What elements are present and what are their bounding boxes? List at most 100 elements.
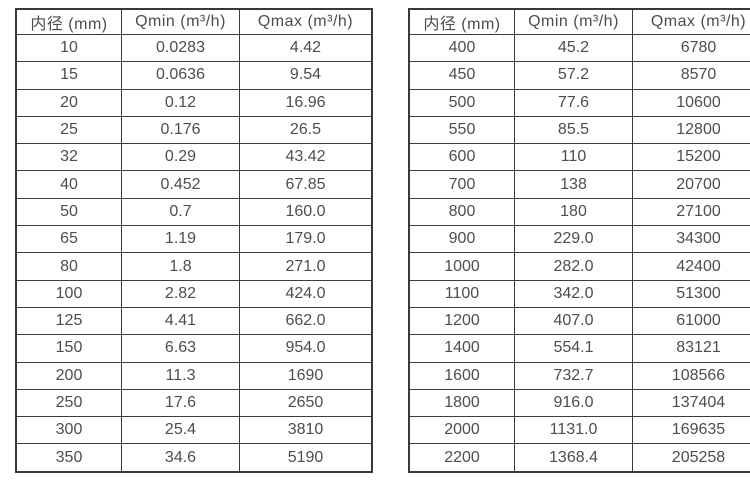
table-cell: 0.452: [121, 170, 240, 199]
column-header: Qmax (m³/h): [239, 8, 373, 35]
table-cell: 800: [408, 197, 515, 227]
table-cell: 200: [15, 361, 122, 390]
table-cell: 500: [408, 88, 515, 117]
table-cell: 342.0: [514, 279, 633, 308]
table-cell: 42400: [632, 252, 750, 281]
table-cell: 15: [15, 61, 122, 90]
table-cell: 40: [15, 170, 122, 199]
table-row: 250 17.6 2650: [15, 388, 373, 418]
column-header: Qmin (m³/h): [121, 8, 240, 35]
table-cell: 662.0: [239, 306, 373, 336]
table-row: 80 1.8 271.0: [15, 252, 373, 281]
table-cell: 67.85: [239, 170, 373, 199]
table-cell: 10600: [632, 88, 750, 117]
table-row: 550 85.5 12800: [408, 115, 750, 145]
table-row: 200 11.3 1690: [15, 361, 373, 390]
table-row: 1600 732.7 108566: [408, 361, 750, 390]
table-cell: 180: [514, 197, 633, 227]
table-row: 100 2.82 424.0: [15, 279, 373, 308]
table-cell: 1.19: [121, 225, 240, 254]
table-cell: 110: [514, 143, 633, 172]
table-cell: 1600: [408, 361, 515, 390]
table-cell: 400: [408, 33, 515, 63]
table-row: 125 4.41 662.0: [15, 306, 373, 336]
header-row: 内径 (mm) Qmin (m³/h) Qmax (m³/h): [408, 8, 750, 35]
table-cell: 2.82: [121, 279, 240, 308]
table-cell: 900: [408, 225, 515, 254]
table-cell: 100: [15, 279, 122, 308]
table-cell: 1100: [408, 279, 515, 308]
table-row: 600 110 15200: [408, 143, 750, 172]
table-cell: 10: [15, 33, 122, 63]
table-cell: 61000: [632, 306, 750, 336]
table-cell: 600: [408, 143, 515, 172]
column-header: Qmax (m³/h): [632, 8, 750, 35]
table-cell: 350: [15, 443, 122, 473]
table-cell: 2650: [239, 388, 373, 418]
table-cell: 25: [15, 115, 122, 145]
table-cell: 108566: [632, 361, 750, 390]
header-row: 内径 (mm) Qmin (m³/h) Qmax (m³/h): [15, 8, 373, 35]
table-row: 2000 1131.0 169635: [408, 416, 750, 445]
table-cell: 954.0: [239, 334, 373, 363]
table-cell: 2200: [408, 443, 515, 473]
table-cell: 17.6: [121, 388, 240, 418]
table-cell: 34.6: [121, 443, 240, 473]
table-cell: 25.4: [121, 416, 240, 445]
table-row: 20 0.12 16.96: [15, 88, 373, 117]
table-cell: 0.0636: [121, 61, 240, 90]
table-cell: 407.0: [514, 306, 633, 336]
table-cell: 3810: [239, 416, 373, 445]
table-cell: 32: [15, 143, 122, 172]
table-row: 25 0.176 26.5: [15, 115, 373, 145]
table-row: 450 57.2 8570: [408, 61, 750, 90]
table-cell: 0.176: [121, 115, 240, 145]
table-row: 800 180 27100: [408, 197, 750, 227]
table-cell: 26.5: [239, 115, 373, 145]
diameter-flow-table-large: 内径 (mm) Qmin (m³/h) Qmax (m³/h) 400 45.2 6780…: [408, 8, 750, 473]
table-cell: 20700: [632, 170, 750, 199]
table-row: 500 77.6 10600: [408, 88, 750, 117]
table-row: 1100 342.0 51300: [408, 279, 750, 308]
table-cell: 1200: [408, 306, 515, 336]
table-cell: 15200: [632, 143, 750, 172]
table-row: 1200 407.0 61000: [408, 306, 750, 336]
table-cell: 12800: [632, 115, 750, 145]
table-row: 15 0.0636 9.54: [15, 61, 373, 90]
table-cell: 11.3: [121, 361, 240, 390]
table-row: 350 34.6 5190: [15, 443, 373, 473]
table-cell: 27100: [632, 197, 750, 227]
table-cell: 20: [15, 88, 122, 117]
table-cell: 9.54: [239, 61, 373, 90]
table-row: 1800 916.0 137404: [408, 388, 750, 418]
table-cell: 0.12: [121, 88, 240, 117]
table-cell: 45.2: [514, 33, 633, 63]
table-cell: 179.0: [239, 225, 373, 254]
table-row: 2200 1368.4 205258: [408, 443, 750, 473]
table-cell: 43.42: [239, 143, 373, 172]
tables-container: 内径 (mm) Qmin (m³/h) Qmax (m³/h) 10 0.0283 4.4…: [15, 8, 750, 473]
table-cell: 282.0: [514, 252, 633, 281]
table-cell: 450: [408, 61, 515, 90]
table-cell: 1368.4: [514, 443, 633, 473]
table-cell: 300: [15, 416, 122, 445]
table-cell: 5190: [239, 443, 373, 473]
column-header: 内径 (mm): [408, 8, 515, 35]
table-cell: 2000: [408, 416, 515, 445]
table-cell: 1000: [408, 252, 515, 281]
table-row: 300 25.4 3810: [15, 416, 373, 445]
table-cell: 6.63: [121, 334, 240, 363]
table-cell: 85.5: [514, 115, 633, 145]
table-cell: 732.7: [514, 361, 633, 390]
table-cell: 1131.0: [514, 416, 633, 445]
table-row: 65 1.19 179.0: [15, 225, 373, 254]
table-row: 400 45.2 6780: [408, 33, 750, 63]
table-cell: 4.41: [121, 306, 240, 336]
table-cell: 8570: [632, 61, 750, 90]
table-row: 50 0.7 160.0: [15, 197, 373, 227]
table-cell: 4.42: [239, 33, 373, 63]
table-cell: 916.0: [514, 388, 633, 418]
table-cell: 229.0: [514, 225, 633, 254]
table-cell: 80: [15, 252, 122, 281]
table-cell: 51300: [632, 279, 750, 308]
